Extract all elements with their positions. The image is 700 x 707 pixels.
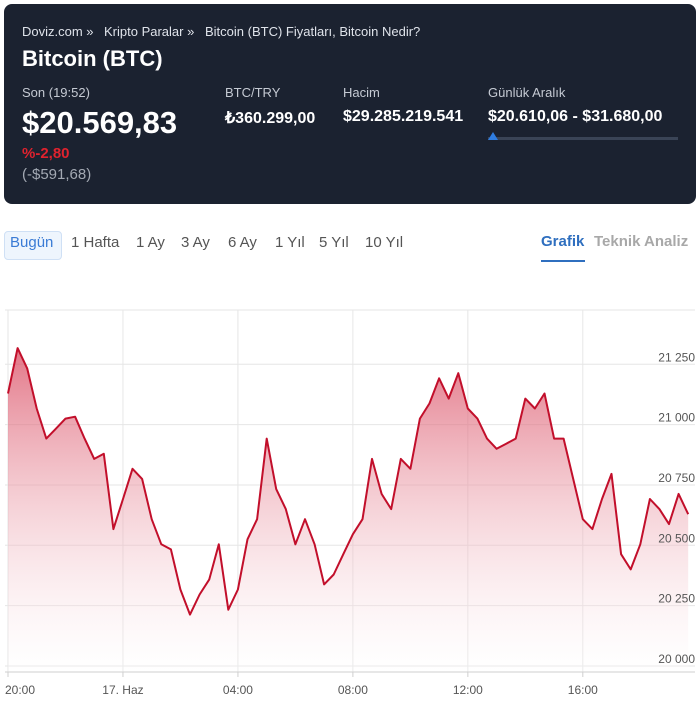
stat-value: $20.610,06 - $31.680,00 xyxy=(488,108,663,125)
y-tick-label: 20 750 xyxy=(658,471,695,485)
stat-label: Hacim xyxy=(343,85,380,100)
price-line xyxy=(7,347,690,616)
change-abs: (-$591,68) xyxy=(22,166,92,183)
view-tab[interactable]: Grafik xyxy=(541,233,585,250)
y-tick-label: 21 000 xyxy=(658,411,695,425)
title: Bitcoin (BTC) xyxy=(22,46,163,71)
x-tick-label: 20:00 xyxy=(5,683,35,697)
range-bar xyxy=(488,137,678,140)
period-tab[interactable]: 1 Yıl xyxy=(275,234,305,251)
view-tab[interactable]: Teknik Analiz xyxy=(594,233,689,250)
x-tick-label: 12:00 xyxy=(453,683,483,697)
header-panel: Doviz.com » Kripto Paralar » Bitcoin (BT… xyxy=(4,4,696,204)
x-tick-label: 04:00 xyxy=(223,683,253,697)
range-marker xyxy=(488,132,498,140)
breadcrumb[interactable]: Bitcoin (BTC) Fiyatları, Bitcoin Nedir? xyxy=(205,24,421,39)
x-tick-label: 16:00 xyxy=(568,683,598,697)
x-tick-label: 08:00 xyxy=(338,683,368,697)
stat-value: ₺360.299,00 xyxy=(225,110,316,127)
y-tick-label: 21 250 xyxy=(658,350,695,364)
stat-label: Günlük Aralık xyxy=(488,85,566,100)
period-tab[interactable]: 5 Yıl xyxy=(319,234,349,251)
period-tab[interactable]: 3 Ay xyxy=(181,234,210,251)
x-tick-label: 17. Haz xyxy=(102,683,143,697)
period-tab[interactable]: Bugün xyxy=(10,234,54,251)
breadcrumb[interactable]: Kripto Paralar » xyxy=(104,24,195,39)
change-pct: %-2,80 xyxy=(22,145,70,162)
view-tab-underline xyxy=(541,260,585,262)
period-tab[interactable]: 1 Hafta xyxy=(71,234,120,251)
price: $20.569,83 xyxy=(22,105,178,140)
last-label: Son (19:52) xyxy=(22,85,90,100)
y-tick-label: 20 500 xyxy=(658,531,695,545)
breadcrumb[interactable]: Doviz.com » xyxy=(22,24,94,39)
period-tab[interactable]: 1 Ay xyxy=(136,234,165,251)
period-tab[interactable]: 6 Ay xyxy=(228,234,257,251)
y-tick-label: 20 250 xyxy=(658,592,695,606)
stat-value: $29.285.219.541 xyxy=(343,108,464,125)
y-tick-label: 20 000 xyxy=(658,652,695,666)
stat-label: BTC/TRY xyxy=(225,85,281,100)
tab-selected-bg xyxy=(4,231,62,260)
period-tab[interactable]: 10 Yıl xyxy=(365,234,404,251)
